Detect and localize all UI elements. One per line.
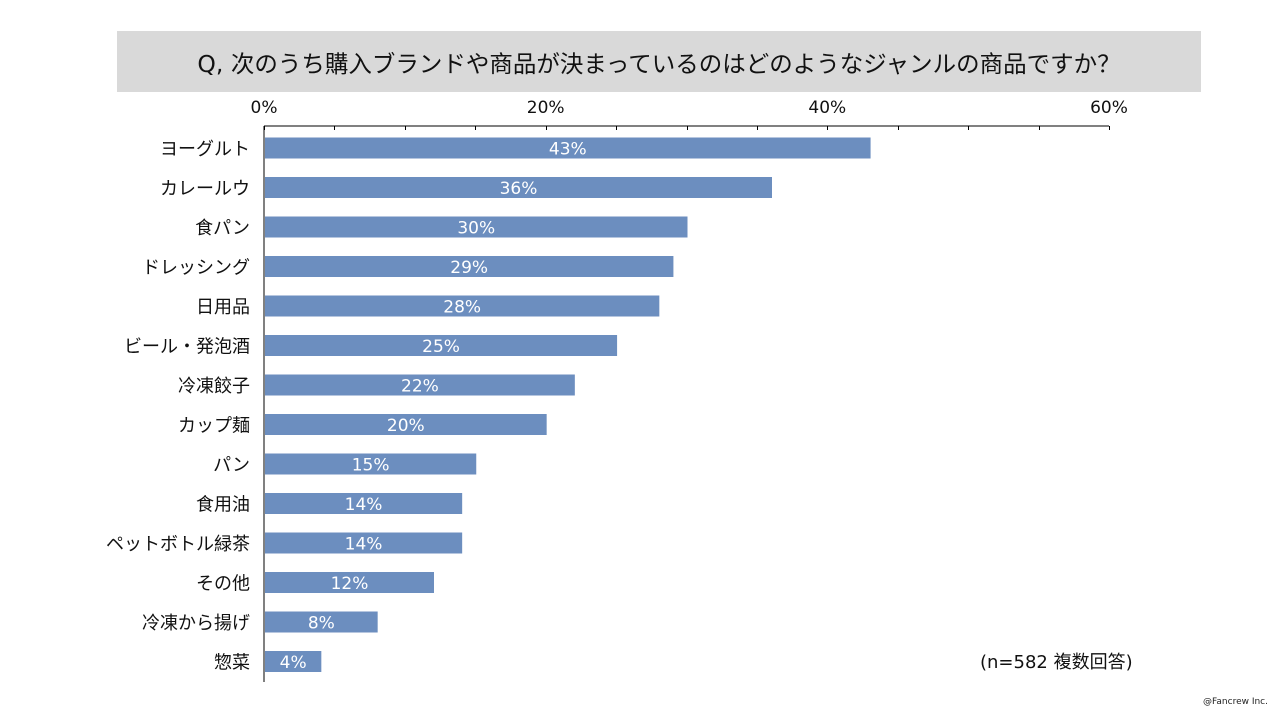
data-label: 20% (387, 416, 425, 436)
x-tick-label: 20% (527, 98, 565, 118)
data-label: 29% (450, 258, 488, 278)
data-label: 28% (443, 298, 481, 318)
bar (265, 453, 477, 475)
bar (265, 216, 688, 238)
bar (265, 177, 772, 198)
category-label: カップ麺 (178, 416, 250, 437)
data-label: 43% (549, 140, 587, 160)
category-label: ヨーグルト (160, 139, 250, 160)
data-label: 8% (308, 614, 335, 634)
chart-title: Q, 次のうち購入ブランドや商品が決まっているのはどのようなジャンルの商品ですか… (197, 49, 1121, 78)
bar (265, 256, 674, 277)
data-label: 25% (422, 337, 460, 357)
category-label: 食用油 (196, 495, 250, 516)
x-tick-label: 60% (1090, 98, 1128, 118)
data-label: 22% (401, 377, 439, 397)
category-label: カレールウ (160, 179, 250, 200)
category-label: その他 (196, 574, 250, 595)
bar (265, 295, 660, 317)
chart-title-bar: Q, 次のうち購入ブランドや商品が決まっているのはどのようなジャンルの商品ですか… (117, 31, 1201, 92)
category-label: ビール・発泡酒 (124, 337, 250, 358)
bar (265, 335, 618, 356)
category-label: 食パン (195, 218, 250, 239)
category-label: ペットボトル緑茶 (106, 534, 250, 555)
bar (265, 137, 871, 159)
category-label: 冷凍餃子 (178, 376, 250, 397)
x-tick-label: 0% (251, 98, 278, 118)
bar (265, 572, 434, 593)
data-label: 15% (352, 456, 390, 476)
data-label: 30% (457, 219, 495, 239)
data-label: 4% (280, 653, 307, 673)
sample-size-note: (n=582 複数回答) (980, 652, 1133, 673)
bar (265, 374, 575, 396)
data-label: 14% (345, 535, 383, 555)
bar (265, 651, 322, 672)
category-label: 冷凍から揚げ (142, 613, 250, 634)
data-label: 12% (331, 574, 369, 594)
bar (265, 493, 463, 514)
copyright-text: @Fancrew Inc. (1203, 697, 1268, 707)
category-label: パン (213, 455, 250, 476)
data-label: 36% (500, 179, 538, 199)
category-label: ドレッシング (142, 258, 250, 279)
x-tick-label: 40% (808, 98, 846, 118)
bar (265, 414, 547, 435)
data-label: 14% (345, 495, 383, 515)
bar (265, 611, 378, 633)
category-label: 惣菜 (214, 653, 250, 674)
bar (265, 532, 463, 554)
category-label: 日用品 (196, 297, 250, 318)
